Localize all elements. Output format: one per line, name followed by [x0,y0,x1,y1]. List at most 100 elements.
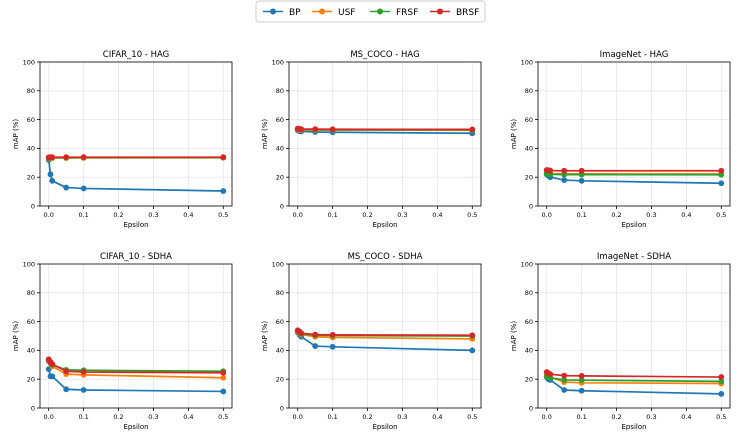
subplot-5: 0.0 0.1 0.2 0.3 0.4 0.5 0 20 40 60 80 100 MS_COCO - … [261,252,482,431]
x-axis-label: Epsilon [621,423,646,431]
data-point-brsf [63,368,70,375]
data-point-brsf [80,369,87,375]
series-line-bp [546,173,722,185]
x-tick-label: 0.4 [183,211,193,219]
x-tick-label: 0.5 [716,211,726,219]
series-line-bp [47,159,224,192]
x-tick-label: 0.5 [467,211,477,219]
data-point-bp [49,177,56,184]
subplot-1: 0.0 0.1 0.2 0.3 0.4 0.5 0 20 40 60 80 100 CIFAR_10 -… [12,50,233,229]
y-tick-label: 100 [23,260,35,268]
data-point-brsf [578,372,585,379]
data-point-frsf [561,377,568,383]
x-tick-label: 0.0 [542,211,552,219]
data-point-brsf [561,167,568,174]
data-point-brsf [329,126,336,133]
axes-frame [288,263,482,409]
data-point-brsf [578,167,585,174]
data-point-bp [561,177,568,183]
x-tick-label: 0.3 [148,413,158,421]
legend-marker-bp [270,8,276,15]
legend-marker-frsf [377,8,383,15]
x-tick-label: 0.3 [646,211,656,219]
subplot-title: CIFAR_10 - HAG [103,50,169,60]
y-tick-label: 20 [525,174,533,182]
data-point-brsf [718,374,725,380]
data-point-brsf [49,361,56,367]
y-axis-label: mAP (%) [12,321,20,351]
y-tick-label: 80 [525,289,533,297]
data-point-bp [578,177,585,184]
series-line-brsf [546,169,722,172]
y-tick-label: 40 [27,347,35,355]
x-tick-label: 0.4 [681,413,691,421]
axes-frame [537,61,731,207]
y-tick-label: 40 [525,145,533,153]
x-tick-label: 0.5 [218,413,228,421]
y-tick-label: 0 [529,202,533,210]
x-tick-label: 0.2 [362,211,372,219]
data-point-bp [220,188,227,194]
data-point-frsf [718,378,725,385]
data-point-frsf [718,171,725,178]
x-tick-label: 0.3 [397,211,407,219]
x-tick-label: 0.3 [646,413,656,421]
series-line-brsf [546,371,722,378]
x-tick-label: 0.1 [327,211,337,219]
data-point-bp [49,373,56,380]
data-point-brsf [312,331,319,338]
data-point-bp [578,387,585,394]
y-tick-label: 80 [276,87,284,95]
x-tick-label: 0.1 [78,413,88,421]
y-tick-label: 0 [280,404,284,412]
y-tick-label: 100 [272,260,284,268]
subplot-title: CIFAR_10 - SDHA [100,252,172,262]
legend: BP USF FRSF BRSF [255,0,486,23]
x-axis-label: Epsilon [621,221,646,229]
axes-frame [288,61,482,207]
y-tick-label: 20 [27,174,35,182]
y-tick-label: 100 [23,58,35,66]
subplot-title: ImageNet - SDHA [597,252,671,262]
y-tick-label: 40 [525,347,533,355]
y-axis-label: mAP (%) [261,119,269,149]
y-tick-label: 0 [31,202,35,210]
subplot-title: MS_COCO - SDHA [348,252,423,262]
y-tick-label: 0 [280,202,284,210]
subplot-4: 0.0 0.1 0.2 0.3 0.4 0.5 0 20 40 60 80 100 CIFAR_10 -… [12,252,233,431]
data-point-bp [329,343,336,350]
x-tick-label: 0.1 [78,211,88,219]
y-tick-label: 100 [521,58,533,66]
series-line-frsf [48,359,224,373]
data-point-bp [718,180,725,187]
x-tick-label: 0.3 [148,211,158,219]
y-tick-label: 80 [27,289,35,297]
y-tick-label: 60 [276,116,284,124]
axes-frame [537,263,731,409]
legend-marker-brsf [437,8,443,15]
axes-frame [39,263,233,409]
x-axis-label: Epsilon [372,423,397,431]
x-tick-label: 0.2 [113,211,123,219]
x-tick-label: 0.0 [44,413,54,421]
data-point-brsf [298,126,305,132]
data-point-brsf [469,332,476,339]
data-point-bp [63,386,70,393]
series-line-brsf [297,329,473,337]
data-point-brsf [63,154,70,161]
y-axis-label: mAP (%) [510,119,518,149]
x-tick-label: 0.1 [576,211,586,219]
data-point-brsf [80,154,87,161]
y-tick-label: 60 [27,116,35,124]
legend-label-frsf: FRSF [396,8,418,18]
y-tick-label: 80 [27,87,35,95]
axes-frame [39,61,233,207]
data-point-brsf [49,154,56,161]
y-tick-label: 40 [27,145,35,153]
x-tick-label: 0.2 [611,413,621,421]
x-tick-label: 0.1 [327,413,337,421]
data-point-brsf [547,371,554,378]
subplot-title: ImageNet - HAG [600,50,669,60]
x-axis-label: Epsilon [372,221,397,229]
